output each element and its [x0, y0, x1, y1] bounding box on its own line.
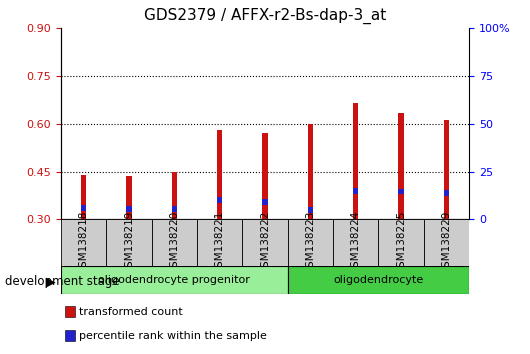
Bar — [399, 189, 404, 194]
Bar — [126, 176, 131, 219]
Bar — [217, 198, 223, 203]
Text: ▶: ▶ — [46, 275, 56, 288]
Text: development stage: development stage — [5, 275, 120, 288]
Bar — [288, 219, 333, 266]
Bar — [65, 330, 75, 341]
Text: oligodendrocyte: oligodendrocyte — [333, 275, 423, 285]
Text: oligodendrocyte progenitor: oligodendrocyte progenitor — [99, 275, 250, 285]
Bar — [172, 172, 177, 219]
Text: GSM138222: GSM138222 — [260, 211, 270, 274]
Bar — [262, 199, 268, 205]
Text: GSM138225: GSM138225 — [396, 211, 406, 274]
Text: GSM138223: GSM138223 — [305, 211, 315, 274]
Bar — [217, 130, 223, 219]
Text: GSM138218: GSM138218 — [78, 211, 89, 274]
Bar — [81, 175, 86, 219]
Bar — [126, 206, 131, 212]
Bar — [288, 266, 469, 294]
Text: GSM138220: GSM138220 — [169, 211, 179, 274]
Bar — [81, 205, 86, 211]
Bar — [444, 190, 449, 196]
Bar — [353, 103, 358, 219]
Bar — [65, 306, 75, 317]
Bar — [333, 219, 378, 266]
Bar — [307, 124, 313, 219]
Text: GSM138224: GSM138224 — [351, 211, 361, 274]
Text: percentile rank within the sample: percentile rank within the sample — [80, 331, 267, 341]
Bar — [262, 133, 268, 219]
Bar — [197, 219, 242, 266]
Text: GSM138221: GSM138221 — [215, 211, 225, 274]
Bar — [307, 207, 313, 213]
Text: GSM138219: GSM138219 — [124, 211, 134, 274]
Bar — [172, 206, 177, 211]
Bar — [61, 266, 288, 294]
Bar — [423, 219, 469, 266]
Bar — [152, 219, 197, 266]
Bar — [107, 219, 152, 266]
Text: GSM138229: GSM138229 — [441, 211, 452, 274]
Title: GDS2379 / AFFX-r2-Bs-dap-3_at: GDS2379 / AFFX-r2-Bs-dap-3_at — [144, 8, 386, 24]
Text: transformed count: transformed count — [80, 307, 183, 317]
Bar — [444, 120, 449, 219]
Bar — [242, 219, 288, 266]
Bar — [353, 188, 358, 194]
Bar — [378, 219, 423, 266]
Bar — [399, 113, 404, 219]
Bar — [61, 219, 107, 266]
